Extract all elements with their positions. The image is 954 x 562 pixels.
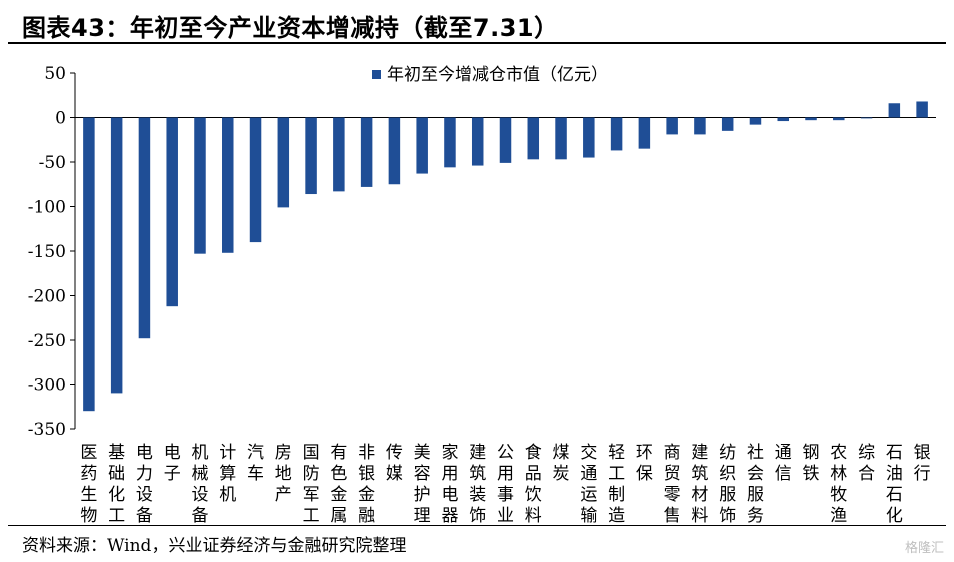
- bar: [222, 117, 234, 253]
- category-label: 农林牧渔: [830, 443, 847, 526]
- y-tick-label: -250: [28, 331, 66, 351]
- category-label: 公用事业: [497, 443, 514, 526]
- bar: [444, 117, 456, 168]
- bar-chart: 50 0 -50 -100 -150 -200 -250 -300 -350 医药生物基础化工电力…: [28, 64, 936, 526]
- bar: [166, 117, 178, 307]
- category-label: 计算机: [219, 443, 236, 505]
- source-note: 资料来源：Wind，兴业证券经济与金融研究院整理: [22, 536, 407, 556]
- watermark: 格隆汇: [904, 541, 944, 556]
- bar: [333, 117, 345, 192]
- bar: [388, 117, 401, 185]
- category-label: 非银金融: [358, 443, 375, 526]
- category-label: 医药生物: [80, 443, 97, 526]
- bar: [583, 117, 595, 158]
- bar: [416, 117, 428, 174]
- category-label: 电子: [164, 443, 181, 484]
- y-tick-label: -300: [28, 376, 66, 396]
- category-label: 汽车: [247, 443, 264, 484]
- category-label: 纺织服饰: [719, 443, 736, 526]
- category-label: 建筑材料: [691, 443, 708, 526]
- category-label: 商贸零售: [664, 443, 681, 526]
- category-label: 机械设备: [191, 443, 208, 526]
- y-tick-label: -350: [28, 420, 66, 440]
- category-label: 综合: [858, 443, 875, 484]
- bar: [916, 101, 928, 118]
- bar: [694, 117, 706, 135]
- bar: [666, 117, 678, 135]
- y-tick-label: -150: [28, 242, 66, 262]
- bar: [888, 103, 901, 118]
- category-label: 环保: [636, 443, 653, 484]
- legend-label: 年初至今增减仓市值（亿元）: [387, 65, 608, 85]
- category-label: 煤炭: [553, 443, 570, 484]
- y-tick-label: -50: [39, 153, 66, 173]
- bar: [305, 117, 317, 195]
- category-label: 有色金属: [330, 443, 347, 526]
- bar: [527, 117, 540, 160]
- category-label: 房地产: [275, 443, 292, 505]
- category-label: 交通运输: [580, 443, 597, 526]
- category-label: 轻工制造: [608, 443, 625, 526]
- category-label: 石油石化: [886, 443, 903, 526]
- bar: [277, 117, 290, 208]
- category-label: 银行: [914, 443, 931, 484]
- legend-swatch: [372, 70, 381, 79]
- bar: [83, 117, 95, 412]
- category-label: 建筑装饰: [469, 443, 486, 526]
- bar: [360, 117, 373, 187]
- chart-title: 图表43：年初至今产业资本增减持（截至7.31）: [22, 14, 559, 42]
- bar: [499, 117, 512, 163]
- bar: [805, 117, 817, 121]
- top-rule: [8, 42, 946, 44]
- bar: [777, 117, 789, 122]
- category-label: 电力设备: [136, 443, 153, 526]
- category-label: 家用电器: [441, 443, 458, 526]
- bar: [721, 117, 734, 131]
- bar: [860, 117, 873, 119]
- category-label: 基础化工: [108, 443, 125, 526]
- category-label: 社会服务: [747, 443, 764, 526]
- bar: [138, 117, 151, 339]
- y-tick-label: 50: [44, 64, 66, 84]
- category-label: 食品饮料: [525, 443, 542, 526]
- bar: [471, 117, 484, 166]
- bar: [555, 117, 567, 160]
- bar: [249, 117, 262, 243]
- bar: [833, 117, 845, 121]
- y-tick-label: -100: [28, 198, 66, 218]
- category-label: 通信: [775, 443, 792, 484]
- y-tick-label: -200: [28, 287, 66, 307]
- bar: [749, 117, 762, 125]
- bar: [638, 117, 651, 149]
- bar: [194, 117, 206, 254]
- category-label: 钢铁: [803, 443, 820, 484]
- category-label: 国防军工: [303, 443, 320, 526]
- category-label: 美容护理: [414, 443, 431, 526]
- y-tick-label: 0: [55, 109, 66, 129]
- bar: [110, 117, 123, 394]
- category-label: 传媒: [386, 443, 403, 484]
- bottom-rule: [8, 525, 946, 526]
- bar: [610, 117, 623, 151]
